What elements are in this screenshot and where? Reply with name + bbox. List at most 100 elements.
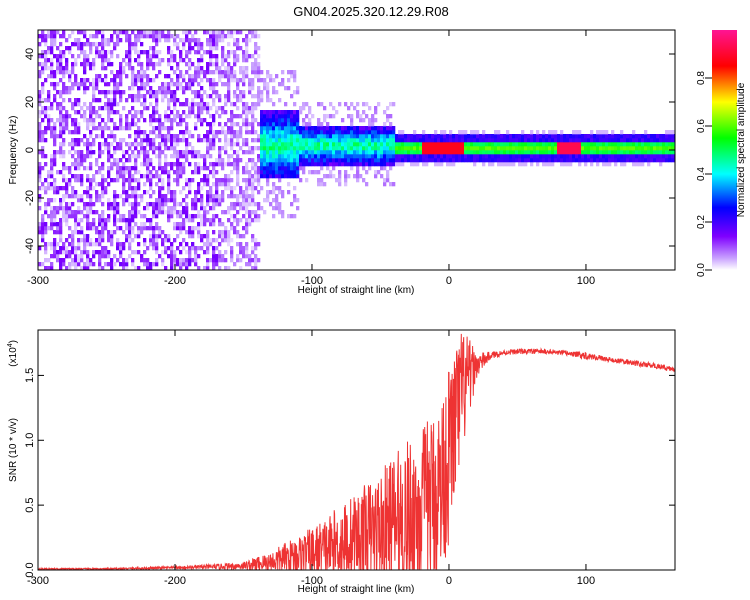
spectrogram-cell [272, 158, 276, 163]
spectrogram-cell [245, 210, 249, 215]
spectrogram-cell [80, 82, 84, 87]
spectrogram-cell [452, 138, 456, 143]
spectrogram-cell [458, 154, 462, 159]
spectrogram-cell [197, 190, 201, 195]
spectrogram-cell [170, 262, 174, 267]
spectrogram-cell [422, 154, 426, 159]
colorbar-ticks: 0.00.20.40.60.8 [696, 71, 712, 277]
spectrogram-cell [233, 78, 237, 83]
spectrogram-cell [227, 206, 231, 211]
spectrogram-cell [197, 166, 201, 171]
spectrogram-cell [68, 254, 72, 259]
spectrogram-cell [674, 142, 675, 147]
spectrogram-cell [521, 138, 525, 143]
spectrogram-cell [47, 126, 51, 131]
spectrogram-cell [290, 170, 294, 175]
spectrogram-cell [194, 150, 198, 155]
spectrogram-cell [299, 154, 303, 159]
spectrogram-cell [86, 242, 90, 247]
spectrogram-cell [65, 46, 69, 51]
spectrogram-cell [230, 254, 234, 259]
spectrogram-cell [389, 146, 393, 151]
spectrogram-cell [227, 194, 231, 199]
spectrogram-cell [533, 154, 537, 159]
spectrogram-cell [626, 150, 630, 155]
spectrogram-cell [80, 62, 84, 67]
spectrogram-cell [221, 62, 225, 67]
spectrogram-cell [446, 134, 450, 139]
spectrogram-y-tick-label: 40 [24, 48, 36, 60]
spectrogram-cell [146, 190, 150, 195]
spectrogram-cell [383, 178, 387, 183]
spectrogram-cell [455, 134, 459, 139]
spectrogram-cell [98, 142, 102, 147]
spectrogram-cell [293, 142, 297, 147]
spectrogram-cell [56, 62, 60, 67]
spectrogram-cell [41, 182, 45, 187]
spectrogram-cell [305, 162, 309, 167]
spectrogram-cell [218, 266, 222, 270]
spectrogram-cell [221, 254, 225, 259]
spectrogram-cell [251, 246, 255, 251]
spectrogram-cell [155, 246, 159, 251]
spectrogram-cell [155, 226, 159, 231]
spectrogram-cell [158, 178, 162, 183]
spectrogram-cell [218, 98, 222, 103]
spectrogram-cell [371, 158, 375, 163]
spectrogram-cell [239, 78, 243, 83]
spectrogram-cell [320, 126, 324, 131]
spectrogram-cell [215, 238, 219, 243]
spectrogram-cell [104, 90, 108, 95]
spectrogram-cell [95, 82, 99, 87]
spectrogram-cell [248, 258, 252, 263]
spectrogram-cell [137, 250, 141, 255]
spectrogram-cell [173, 150, 177, 155]
spectrogram-cell [413, 130, 417, 135]
spectrogram-cell [128, 158, 132, 163]
spectrogram-cell [161, 86, 165, 91]
spectrogram-cell [251, 250, 255, 255]
spectrogram-cell [92, 186, 96, 191]
spectrogram-cell [245, 242, 249, 247]
spectrogram-cell [155, 250, 159, 255]
spectrogram-cell [578, 146, 582, 151]
spectrogram-cell [269, 122, 273, 127]
spectrogram-cell [266, 86, 270, 91]
spectrogram-cell [494, 134, 498, 139]
spectrogram-cell [128, 86, 132, 91]
spectrogram-cell [269, 78, 273, 83]
spectrogram-cell [455, 154, 459, 159]
spectrogram-cell [287, 70, 291, 75]
spectrogram-cell [185, 38, 189, 43]
spectrogram-cell [215, 258, 219, 263]
spectrogram-cell [224, 178, 228, 183]
spectrogram-cell [122, 126, 126, 131]
spectrogram-cell [137, 74, 141, 79]
spectrogram-cell [326, 166, 330, 171]
spectrogram-cell [104, 126, 108, 131]
spectrogram-cell [443, 142, 447, 147]
spectrogram-cell [611, 142, 615, 147]
spectrogram-cell [146, 262, 150, 267]
spectrogram-cell [296, 122, 300, 127]
spectrogram-cell [614, 150, 618, 155]
spectrogram-cell [86, 186, 90, 191]
spectrogram-cell [650, 154, 654, 159]
spectrogram-cell [275, 142, 279, 147]
spectrogram-cell [389, 154, 393, 159]
spectrogram-cell [56, 54, 60, 59]
spectrogram-cell [164, 118, 168, 123]
spectrogram-cell [551, 154, 555, 159]
spectrogram-cell [41, 154, 45, 159]
spectrogram-cell [260, 94, 264, 99]
spectrogram-cell [170, 206, 174, 211]
spectrogram-cell [179, 122, 183, 127]
spectrogram-cell [299, 142, 303, 147]
spectrogram-cell [350, 118, 354, 123]
spectrogram-cell [233, 130, 237, 135]
spectrogram-cell [206, 166, 210, 171]
spectrogram-cell [248, 202, 252, 207]
spectrogram-cell [353, 106, 357, 111]
spectrogram-cell [212, 214, 216, 219]
spectrogram-cell [389, 166, 393, 171]
